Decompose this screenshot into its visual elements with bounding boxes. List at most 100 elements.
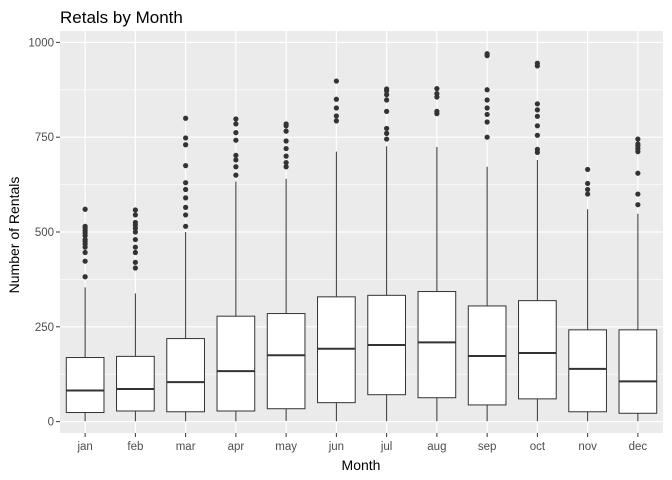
- box-nov: [568, 166, 607, 422]
- outlier-point: [384, 92, 390, 98]
- iqr-box: [116, 355, 155, 412]
- x-tick-label: jun: [328, 441, 344, 453]
- box-apr: [216, 116, 256, 422]
- outlier-point: [183, 186, 189, 193]
- outlier-point: [534, 107, 540, 113]
- outlier-point: [183, 142, 189, 148]
- outlier-point: [585, 191, 591, 197]
- x-tick-label: sep: [478, 441, 497, 453]
- outlier-point: [635, 202, 641, 208]
- box-feb: [116, 207, 155, 422]
- outlier-point: [484, 97, 490, 103]
- outlier-point: [283, 159, 289, 166]
- outlier-point: [484, 134, 490, 140]
- outlier-point: [82, 236, 88, 243]
- outlier-point: [484, 105, 490, 111]
- box-oct: [518, 60, 557, 422]
- y-axis: 0 250 500 750 1000: [28, 37, 60, 429]
- outlier-point: [534, 123, 540, 129]
- y-tick-label: 250: [35, 322, 54, 334]
- outlier-point: [333, 96, 339, 102]
- outlier-point: [132, 219, 138, 226]
- boxes-layer: [65, 51, 658, 422]
- outlier-point: [183, 223, 189, 229]
- outlier-point: [283, 145, 289, 152]
- box-dec: [618, 136, 658, 422]
- outlier-point: [233, 137, 239, 143]
- outlier-point: [484, 51, 490, 57]
- x-tick-label: aug: [427, 441, 446, 453]
- x-tick-label: feb: [127, 441, 143, 453]
- outlier-point: [333, 118, 339, 124]
- outlier-point: [233, 121, 239, 127]
- box-mar: [166, 115, 205, 422]
- x-axis: jan feb mar apr may jun jul aug sep oct nov dec: [76, 433, 647, 453]
- outlier-point: [534, 146, 540, 152]
- outlier-point: [132, 259, 138, 265]
- outlier-point: [585, 166, 591, 173]
- outlier-point: [384, 86, 390, 92]
- outlier-point: [233, 130, 239, 136]
- outlier-point: [233, 164, 239, 170]
- outlier-point: [434, 90, 440, 97]
- outlier-point: [333, 113, 339, 119]
- box-aug: [417, 86, 457, 422]
- outlier-point: [183, 180, 189, 186]
- chart-title: Retals by Month: [60, 8, 183, 27]
- outlier-point: [82, 258, 88, 264]
- outlier-point: [82, 249, 88, 256]
- x-tick-label: mar: [176, 441, 196, 453]
- outlier-point: [384, 136, 390, 142]
- outlier-point: [635, 191, 641, 197]
- y-tick-label: 500: [35, 227, 54, 239]
- box-jul: [367, 86, 406, 422]
- outlier-point: [132, 229, 138, 235]
- box-jan: [65, 206, 105, 422]
- outlier-point: [183, 135, 189, 141]
- outlier-point: [283, 121, 289, 127]
- outlier-point: [233, 172, 239, 178]
- iqr-box: [568, 329, 607, 413]
- x-axis-title: Month: [342, 457, 381, 473]
- x-tick-label: nov: [578, 441, 597, 453]
- outlier-point: [484, 119, 490, 125]
- outlier-point: [283, 138, 289, 144]
- outlier-point: [635, 141, 641, 147]
- outlier-point: [534, 132, 540, 138]
- outlier-point: [132, 265, 138, 271]
- outlier-point: [233, 116, 239, 122]
- outlier-point: [534, 101, 540, 107]
- x-tick-label: dec: [629, 441, 648, 453]
- iqr-box: [216, 315, 256, 412]
- outlier-point: [333, 105, 339, 111]
- iqr-box: [618, 329, 658, 414]
- outlier-point: [484, 87, 490, 93]
- iqr-box: [166, 338, 205, 413]
- outlier-point: [132, 236, 138, 243]
- outlier-point: [283, 153, 289, 159]
- outlier-point: [534, 60, 540, 66]
- outlier-point: [484, 111, 490, 118]
- outlier-point: [233, 157, 239, 163]
- outlier-point: [183, 115, 189, 121]
- outlier-point: [384, 108, 390, 114]
- outlier-point: [132, 244, 138, 250]
- box-may: [266, 121, 306, 421]
- minor-gridlines: [60, 89, 663, 375]
- outlier-point: [233, 152, 239, 158]
- box-jun: [317, 78, 356, 422]
- outlier-point: [434, 108, 440, 114]
- outlier-point: [384, 125, 390, 132]
- outlier-point: [585, 180, 591, 187]
- outlier-point: [183, 195, 189, 201]
- outlier-point: [635, 136, 641, 142]
- outlier-point: [183, 204, 189, 210]
- outlier-point: [635, 170, 641, 176]
- x-tick-label: jan: [76, 441, 92, 453]
- outlier-point: [434, 86, 440, 92]
- outlier-point: [132, 249, 138, 256]
- outlier-point: [384, 130, 390, 136]
- outlier-point: [183, 212, 189, 218]
- iqr-box: [65, 357, 105, 414]
